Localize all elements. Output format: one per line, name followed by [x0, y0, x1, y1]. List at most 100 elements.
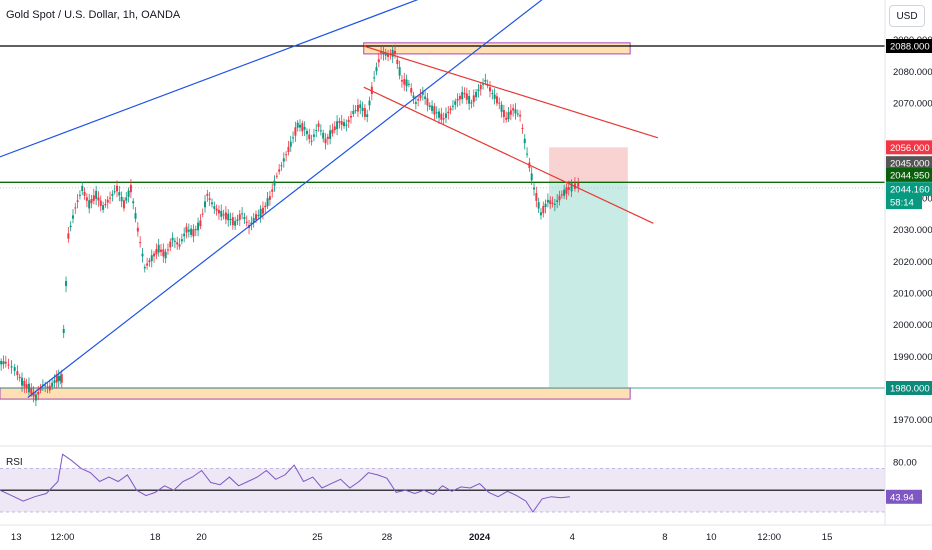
candle-body	[169, 241, 172, 248]
candle-body	[132, 201, 135, 204]
candle-body	[34, 394, 37, 401]
candle-body	[530, 173, 533, 181]
candle-body	[507, 112, 510, 120]
candle-body	[59, 376, 62, 381]
candle-body	[259, 208, 262, 217]
candle-body	[21, 377, 24, 386]
candle-body	[463, 93, 466, 95]
candle-body	[488, 87, 491, 92]
candle-body	[305, 130, 308, 135]
candle-body	[206, 193, 209, 196]
candle-body	[472, 95, 475, 103]
candles-layer	[0, 44, 580, 407]
candle-body	[280, 165, 283, 167]
candle-body	[340, 121, 343, 125]
candle-body	[384, 53, 387, 56]
candle-body	[194, 229, 197, 231]
candle-body	[558, 195, 561, 201]
candle-body	[37, 392, 40, 395]
candle-body	[319, 130, 322, 132]
time-tick-label: 12:00	[757, 532, 781, 543]
candle-body	[78, 194, 81, 196]
candle-body	[519, 114, 522, 117]
candle-body	[109, 197, 112, 199]
candle-body	[166, 249, 169, 251]
currency-button[interactable]: USD	[889, 5, 925, 27]
candle-body	[71, 215, 74, 219]
trendline-blue	[27, 0, 543, 398]
candle-body	[438, 111, 441, 118]
candle-body	[85, 197, 88, 201]
candle-body	[173, 240, 176, 242]
candle-body	[148, 260, 151, 263]
candle-body	[361, 107, 364, 111]
candle-body	[535, 193, 538, 201]
candle-body	[122, 200, 125, 209]
candle-body	[493, 94, 496, 99]
candle-body	[164, 251, 167, 259]
candle-body	[60, 374, 63, 383]
candle-body	[512, 108, 515, 111]
candle-body	[505, 117, 508, 120]
candle-body	[53, 380, 56, 383]
candle-body	[523, 138, 526, 144]
candle-body	[500, 104, 503, 112]
price-tag	[886, 182, 932, 197]
candle-body	[238, 214, 241, 220]
candle-body	[553, 203, 556, 205]
candle-body	[231, 217, 234, 226]
candle-body	[405, 79, 408, 87]
candle-body	[150, 255, 153, 262]
candle-body	[97, 197, 100, 201]
price-tag-label: 2056.000	[890, 143, 930, 154]
candle-body	[516, 113, 519, 115]
candle-body	[491, 93, 494, 95]
candle-body	[129, 184, 132, 193]
time-tick-label: 8	[662, 532, 667, 543]
price-tag-label: 1980.000	[890, 384, 930, 395]
candle-body	[317, 123, 320, 127]
position-stop-area	[549, 147, 628, 183]
channel-line-red	[363, 45, 659, 139]
price-tag	[886, 381, 932, 395]
candle-body	[69, 225, 72, 228]
candle-body	[266, 198, 269, 207]
time-tick-label: 2024	[469, 532, 491, 543]
price-tick-label: 2020.000	[893, 257, 932, 268]
time-tick-label: 4	[570, 532, 575, 543]
candle-body	[380, 51, 383, 54]
candle-body	[419, 95, 422, 99]
supply-demand-zone	[0, 387, 631, 400]
candle-body	[217, 209, 220, 214]
candle-body	[426, 98, 429, 106]
candle-body	[326, 136, 329, 139]
candle-body	[278, 169, 281, 172]
candle-body	[461, 92, 464, 100]
candle-body	[27, 383, 30, 393]
candle-body	[482, 83, 485, 85]
candle-body	[44, 385, 47, 387]
candle-body	[83, 191, 86, 196]
candle-body	[201, 213, 204, 215]
candle-body	[352, 110, 355, 115]
candle-body	[275, 175, 278, 177]
candle-body	[261, 207, 264, 214]
candle-body	[25, 384, 28, 388]
rsi-line	[0, 453, 570, 513]
candle-body	[391, 49, 394, 57]
candle-body	[199, 220, 202, 227]
candle-body	[567, 186, 570, 191]
candle-body	[458, 96, 461, 100]
candle-body	[526, 153, 529, 155]
candle-body	[65, 281, 68, 286]
candle-body	[183, 233, 186, 237]
candle-body	[241, 213, 244, 215]
price-tick-label: 2010.000	[893, 289, 932, 300]
candle-body	[549, 200, 552, 205]
candle-body	[285, 154, 288, 156]
time-tick-label: 13	[11, 532, 22, 543]
price-tick-label: 2030.000	[893, 225, 932, 236]
candle-body	[185, 226, 188, 233]
